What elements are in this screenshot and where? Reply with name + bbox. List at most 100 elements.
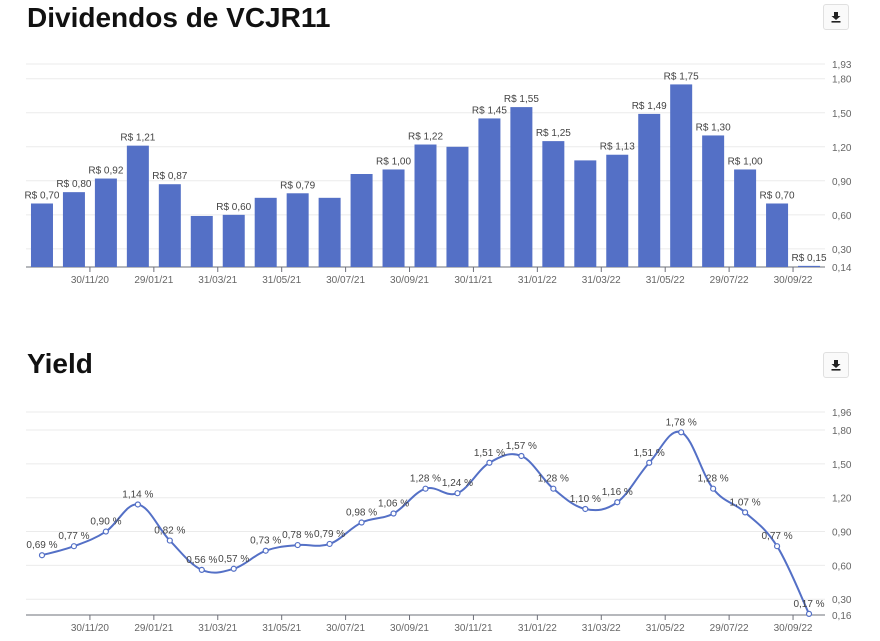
yield-y-tick-label: 1,80 xyxy=(832,426,852,437)
dividend-bar[interactable] xyxy=(30,203,53,267)
yield-value-label: 1,51 % xyxy=(634,448,665,459)
yield-x-tick-label: 29/01/21 xyxy=(134,623,173,634)
yield-x-tick-label: 30/09/22 xyxy=(774,623,813,634)
dividends-chart: 1,93 1,80 1,50 1,20 0,90 0,60 0,30 0,14 30/11/20… xyxy=(24,60,852,286)
dividend-bar[interactable] xyxy=(638,113,661,267)
dividend-bar[interactable] xyxy=(798,265,821,267)
download-dividends-button[interactable] xyxy=(823,4,849,30)
yield-point[interactable] xyxy=(198,566,205,573)
dividends-x-tick-label: 29/07/22 xyxy=(710,275,749,286)
yield-point[interactable] xyxy=(38,552,46,559)
yield-value-label: 1,57 % xyxy=(506,441,537,452)
dividend-bar[interactable] xyxy=(62,192,85,267)
yield-point[interactable] xyxy=(741,509,749,516)
dividends-x-tick-label: 31/03/21 xyxy=(198,275,237,286)
yield-point[interactable] xyxy=(710,485,717,492)
dividend-bar[interactable] xyxy=(446,146,469,267)
dividend-bar[interactable] xyxy=(350,174,373,267)
dividend-bar[interactable] xyxy=(158,184,181,267)
yield-point[interactable] xyxy=(773,543,781,550)
yield-value-label: 1,28 % xyxy=(698,474,729,485)
dividend-bar[interactable] xyxy=(766,203,789,267)
yield-chart: 1,96 1,80 1,50 1,20 0,90 0,60 0,30 0,16 30/11/20… xyxy=(26,408,852,634)
yield-point[interactable] xyxy=(134,501,141,508)
yield-point[interactable] xyxy=(486,459,493,466)
yield-x-tick-label: 30/11/21 xyxy=(454,623,493,634)
dividends-title: Dividendos de VCJR11 xyxy=(27,2,331,33)
yield-value-label: 0,98 % xyxy=(346,508,377,519)
yield-point[interactable] xyxy=(230,565,237,572)
yield-point[interactable] xyxy=(614,499,621,506)
dividend-value-label: R$ 1,75 xyxy=(664,71,699,82)
dividend-bar[interactable] xyxy=(94,178,117,267)
yield-value-label: 1,10 % xyxy=(570,494,601,505)
yield-point[interactable] xyxy=(326,540,333,548)
yield-point[interactable] xyxy=(390,510,397,517)
dividend-bar[interactable] xyxy=(478,118,501,267)
yield-point[interactable] xyxy=(102,528,110,535)
yield-value-label: 1,24 % xyxy=(442,478,473,489)
yield-line xyxy=(41,430,810,615)
dividend-bar[interactable] xyxy=(126,145,149,267)
dividends-y-tick-label: 0,90 xyxy=(832,177,852,188)
yield-point[interactable] xyxy=(294,541,301,549)
yield-point[interactable] xyxy=(70,543,78,550)
yield-point[interactable] xyxy=(262,547,269,554)
dividend-value-label: R$ 0,60 xyxy=(216,202,251,213)
yield-x-tick-label: 30/07/21 xyxy=(326,623,365,634)
dividend-bar[interactable] xyxy=(414,144,437,267)
dividend-value-label: R$ 0,80 xyxy=(56,179,91,190)
dividend-bar[interactable] xyxy=(222,214,245,267)
dividend-bar[interactable] xyxy=(702,135,725,267)
yield-x-tick-label: 31/05/22 xyxy=(646,623,685,634)
yield-point[interactable] xyxy=(166,537,173,544)
dividend-value-label: R$ 0,79 xyxy=(280,180,315,191)
yield-value-label: 0,77 % xyxy=(58,531,89,542)
yield-point[interactable] xyxy=(678,429,685,436)
dividends-x-tick-label: 30/07/21 xyxy=(326,275,365,286)
yield-point[interactable] xyxy=(518,452,525,460)
dividend-value-label: R$ 1,21 xyxy=(120,133,155,144)
dividends-y-tick-label: 0,60 xyxy=(832,211,852,222)
dividend-bar[interactable] xyxy=(254,197,277,267)
dividends-x-tick-label: 31/05/21 xyxy=(262,275,301,286)
yield-point[interactable] xyxy=(454,490,461,497)
dividend-bar[interactable] xyxy=(382,169,405,267)
yield-value-label: 0,73 % xyxy=(250,536,281,547)
dividend-bar[interactable] xyxy=(286,193,309,267)
dividends-y-tick-label: 1,93 xyxy=(832,60,852,71)
dividend-bar[interactable] xyxy=(318,197,341,267)
yield-point[interactable] xyxy=(358,519,365,526)
yield-point[interactable] xyxy=(422,485,429,492)
yield-point[interactable] xyxy=(805,610,813,617)
yield-point[interactable] xyxy=(582,505,589,513)
dividends-y-tick-label: 1,80 xyxy=(832,75,852,86)
yield-value-label: 1,28 % xyxy=(410,474,441,485)
download-yield-button[interactable] xyxy=(823,352,849,378)
yield-value-label: 1,51 % xyxy=(474,448,505,459)
dividend-value-label: R$ 0,70 xyxy=(24,190,59,201)
dividend-bar[interactable] xyxy=(606,154,629,267)
yield-x-tick-label: 30/11/20 xyxy=(71,623,110,634)
dividend-bar[interactable] xyxy=(510,107,533,267)
dividends-x-tick-label: 31/05/22 xyxy=(646,275,685,286)
dividend-bar[interactable] xyxy=(542,141,565,267)
dividends-x-tick-label: 31/01/22 xyxy=(518,275,557,286)
dividends-x-tick-label: 29/01/21 xyxy=(134,275,173,286)
dividend-value-label: R$ 1,25 xyxy=(536,128,571,139)
yield-point[interactable] xyxy=(550,485,557,492)
yield-point[interactable] xyxy=(646,459,653,466)
yield-y-tick-label: 1,96 xyxy=(832,408,852,419)
yield-y-tick-label: 1,20 xyxy=(832,494,852,505)
dividend-bar[interactable] xyxy=(670,84,693,267)
dividend-value-label: R$ 0,87 xyxy=(152,171,187,182)
dividend-bar[interactable] xyxy=(190,215,213,267)
dividend-bar[interactable] xyxy=(734,169,757,267)
dividend-bar[interactable] xyxy=(574,160,597,267)
dividend-value-label: R$ 0,92 xyxy=(88,166,123,177)
dividend-value-label: R$ 1,30 xyxy=(696,122,731,133)
yield-value-label: 0,77 % xyxy=(761,531,792,542)
yield-value-label: 0,57 % xyxy=(218,554,249,565)
yield-title: Yield xyxy=(27,348,93,379)
dividend-value-label: R$ 1,45 xyxy=(472,105,507,116)
